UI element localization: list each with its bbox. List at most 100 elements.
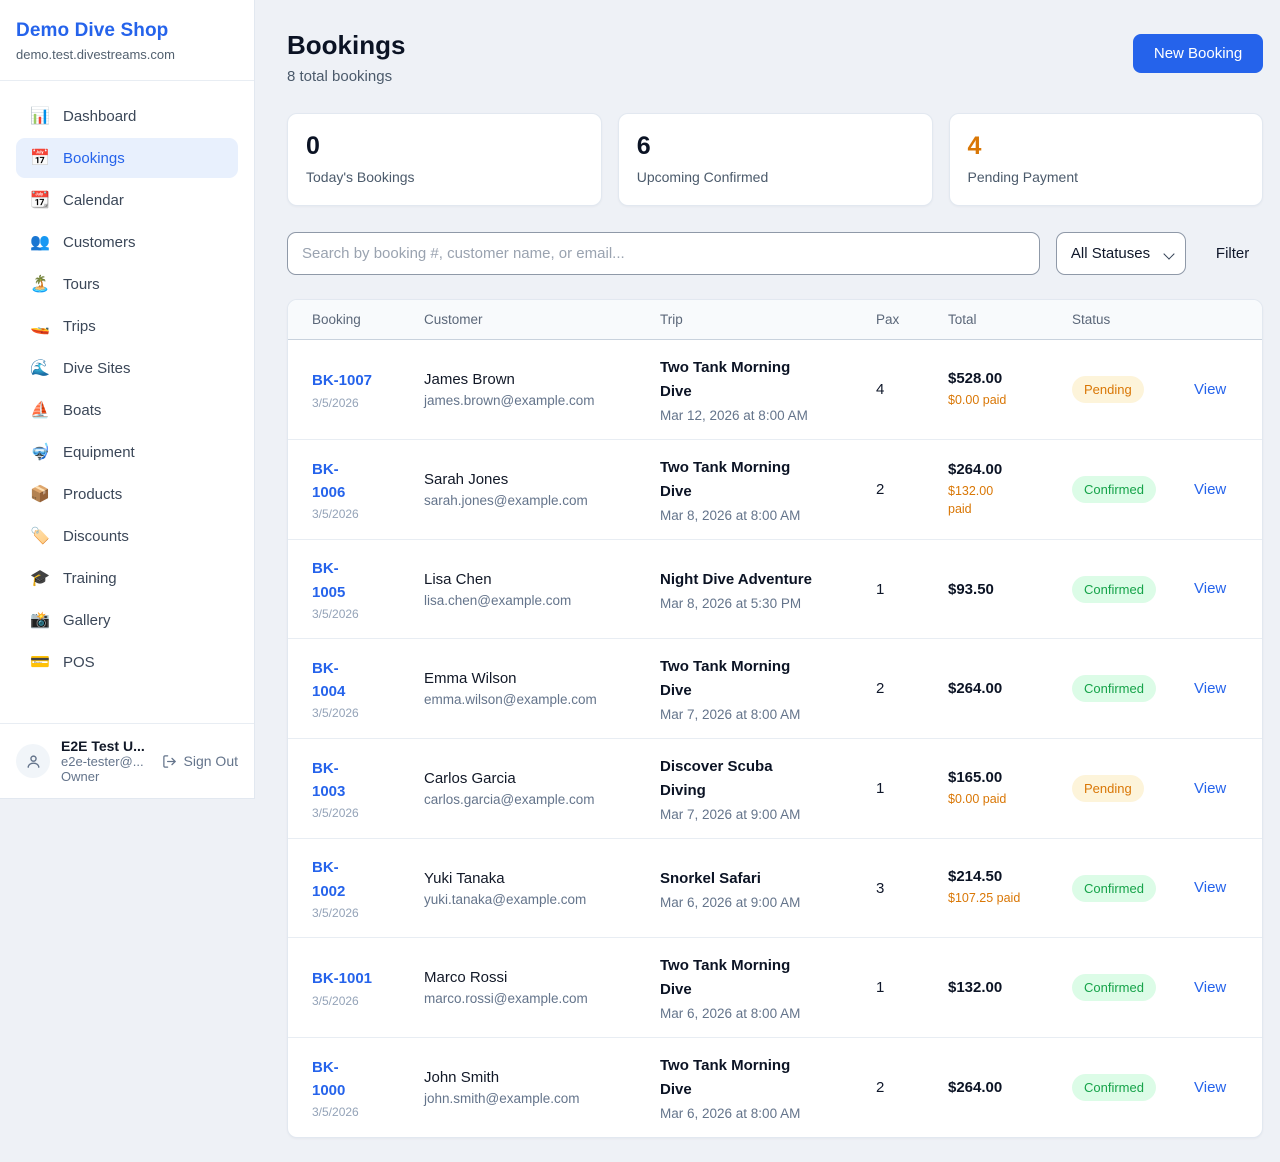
booking-number-link[interactable]: BK- 1005 xyxy=(312,560,346,601)
filter-button[interactable]: Filter xyxy=(1202,239,1263,268)
view-booking-link[interactable]: View xyxy=(1194,779,1227,797)
view-booking-link[interactable]: View xyxy=(1194,380,1227,398)
booking-date: 3/5/2026 xyxy=(312,993,359,1008)
total-amount: $165.00 xyxy=(948,768,1003,786)
view-booking-link[interactable]: View xyxy=(1194,679,1227,697)
status-badge: Confirmed xyxy=(1072,476,1156,503)
table-row: BK- 1006 3/5/2026 Sarah Jones sarah.jone… xyxy=(288,440,1263,540)
sidebar-item-dashboard[interactable]: 📊 Dashboard xyxy=(16,96,238,136)
booking-number-link[interactable]: BK- 1000 xyxy=(312,1058,346,1099)
sidebar-item-label: Dive Sites xyxy=(63,359,131,377)
sidebar-item-trips[interactable]: 🚤 Trips xyxy=(16,306,238,346)
sidebar-user-footer: E2E Test U... e2e-tester@... Owner Sign … xyxy=(0,723,254,798)
user-email: e2e-tester@... xyxy=(61,754,144,769)
brand-block: Demo Dive Shop demo.test.divestreams.com xyxy=(0,0,254,81)
page-subtitle: 8 total bookings xyxy=(287,68,393,85)
customer-email: marco.rossi@example.com xyxy=(424,991,588,1006)
trip-name: Two Tank Morning Dive xyxy=(660,359,791,400)
trip-name: Two Tank Morning Dive xyxy=(660,1057,791,1098)
booking-number-link[interactable]: BK- 1006 xyxy=(312,460,346,501)
booking-number-link[interactable]: BK-1001 xyxy=(312,970,373,988)
filter-row: All Statuses Filter xyxy=(287,232,1263,275)
table-body: BK-1007 3/5/2026 James Brown james.brown… xyxy=(288,340,1263,1137)
sidebar-item-gallery[interactable]: 📸 Gallery xyxy=(16,600,238,640)
column-header-status: Status xyxy=(1072,312,1111,327)
customer-email: john.smith@example.com xyxy=(424,1091,580,1106)
new-booking-button[interactable]: New Booking xyxy=(1132,34,1264,73)
graduation-cap-icon: 🎓 xyxy=(30,570,50,587)
column-header-trip: Trip xyxy=(660,312,683,327)
column-header-customer: Customer xyxy=(424,312,483,327)
customer-name: Marco Rossi xyxy=(424,969,508,986)
sidebar-item-bookings[interactable]: 📅 Bookings xyxy=(16,138,238,178)
table-row: BK-1001 3/5/2026 Marco Rossi marco.rossi… xyxy=(288,938,1263,1038)
sidebar-item-equipment[interactable]: 🤿 Equipment xyxy=(16,432,238,472)
status-badge: Pending xyxy=(1072,376,1144,403)
search-input[interactable] xyxy=(287,232,1040,275)
customer-name: James Brown xyxy=(424,371,515,388)
trip-datetime: Mar 12, 2026 at 8:00 AM xyxy=(660,408,808,423)
booking-date: 3/5/2026 xyxy=(312,1105,359,1120)
paid-amount: $0.00 paid xyxy=(948,791,1007,806)
sidebar-item-calendar[interactable]: 📆 Calendar xyxy=(16,180,238,220)
brand-name: Demo Dive Shop xyxy=(16,20,169,41)
stat-card-todays-bookings: 0 Today's Bookings xyxy=(287,113,602,206)
table-row: BK- 1000 3/5/2026 John Smith john.smith@… xyxy=(288,1038,1262,1137)
table-header-row: Booking Customer Trip Pax Total Status xyxy=(288,300,1263,340)
diving-mask-icon: 🤿 xyxy=(30,444,50,461)
booking-date: 3/5/2026 xyxy=(312,395,359,410)
customer-name: Yuki Tanaka xyxy=(424,869,505,887)
sidebar-item-boats[interactable]: ⛵ Boats xyxy=(16,390,238,430)
camera-icon: 📸 xyxy=(30,612,50,629)
booking-number-link[interactable]: BK-1007 xyxy=(312,372,373,390)
view-booking-link[interactable]: View xyxy=(1194,480,1227,498)
package-icon: 📦 xyxy=(30,486,50,503)
trip-name: Two Tank Morning Dive xyxy=(660,459,791,500)
booking-number-link[interactable]: BK- 1004 xyxy=(312,659,346,700)
sidebar-item-dive-sites[interactable]: 🌊 Dive Sites xyxy=(16,348,238,388)
view-booking-link[interactable]: View xyxy=(1194,580,1227,597)
sign-out-button[interactable]: Sign Out xyxy=(162,753,238,769)
user-info: E2E Test U... e2e-tester@... Owner xyxy=(61,738,151,784)
logout-icon xyxy=(162,754,176,768)
customer-email: emma.wilson@example.com xyxy=(424,692,597,707)
pax-count: 1 xyxy=(876,580,885,598)
customer-email: sarah.jones@example.com xyxy=(424,493,588,508)
person-icon xyxy=(26,754,40,768)
view-booking-link[interactable]: View xyxy=(1194,1078,1227,1096)
view-booking-link[interactable]: View xyxy=(1194,978,1227,996)
sidebar-item-pos[interactable]: 💳 POS xyxy=(16,642,238,682)
sidebar-item-products[interactable]: 📦 Products xyxy=(16,474,238,514)
view-booking-link[interactable]: View xyxy=(1194,879,1227,896)
pax-count: 3 xyxy=(876,879,885,897)
booking-number-link[interactable]: BK- 1002 xyxy=(312,859,346,900)
trip-datetime: Mar 7, 2026 at 9:00 AM xyxy=(660,807,801,822)
booking-number-link[interactable]: BK- 1003 xyxy=(312,759,346,800)
sidebar-item-label: Discounts xyxy=(63,527,129,545)
status-filter-select[interactable]: All Statuses xyxy=(1055,232,1186,275)
stat-value: 6 xyxy=(636,132,651,160)
main-content: Bookings 8 total bookings New Booking 0 … xyxy=(255,0,1280,1162)
sidebar-item-tours[interactable]: 🏝️ Tours xyxy=(16,264,238,304)
sign-out-label: Sign Out xyxy=(183,753,238,769)
pax-count: 2 xyxy=(876,680,885,697)
trip-datetime: Mar 8, 2026 at 5:30 PM xyxy=(660,595,802,611)
sidebar-item-customers[interactable]: 👥 Customers xyxy=(16,222,238,262)
sidebar-item-label: POS xyxy=(63,653,95,671)
table-row: BK- 1002 3/5/2026 Yuki Tanaka yuki.tanak… xyxy=(288,839,1263,938)
customer-name: Carlos Garcia xyxy=(424,770,516,787)
trip-datetime: Mar 8, 2026 at 8:00 AM xyxy=(660,508,801,523)
pax-count: 2 xyxy=(876,481,885,498)
sidebar-item-label: Training xyxy=(63,569,117,587)
status-badge: Confirmed xyxy=(1072,675,1156,702)
customer-email: carlos.garcia@example.com xyxy=(424,792,595,807)
customer-email: lisa.chen@example.com xyxy=(424,592,572,608)
sidebar-item-training[interactable]: 🎓 Training xyxy=(16,558,238,598)
bar-chart-icon: 📊 xyxy=(30,108,50,125)
column-header-booking: Booking xyxy=(312,312,361,327)
people-icon: 👥 xyxy=(30,234,50,251)
booking-date: 3/5/2026 xyxy=(312,706,359,721)
sidebar-item-discounts[interactable]: 🏷️ Discounts xyxy=(16,516,238,556)
sidebar-item-label: Calendar xyxy=(63,191,124,209)
total-amount: $132.00 xyxy=(948,979,1003,996)
